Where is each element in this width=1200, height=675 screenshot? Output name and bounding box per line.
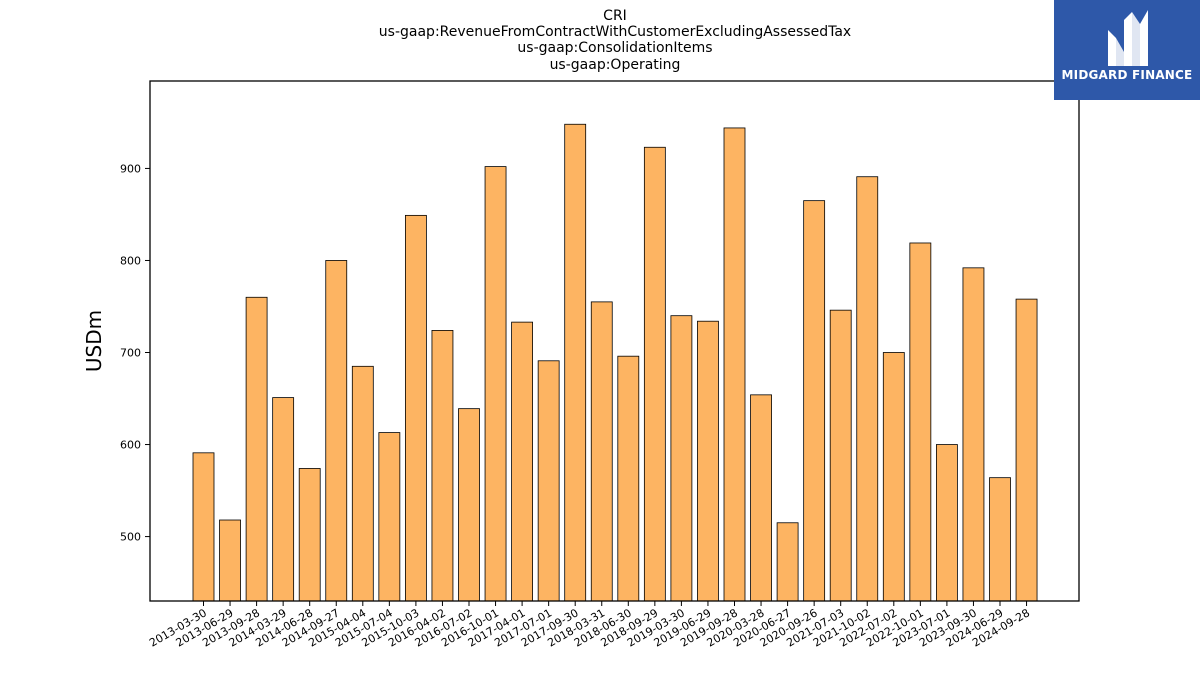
bar-2022-10-01 — [909, 242, 932, 602]
bar-2021-10-02 — [856, 176, 879, 602]
bar-2020-06-27 — [776, 522, 799, 602]
bar-2016-07-02 — [458, 408, 480, 602]
bar-2016-04-02 — [431, 330, 454, 602]
plot-frame — [149, 80, 1080, 602]
bar-2014-06-28 — [298, 468, 321, 602]
title-line-4: us-gaap:Operating — [550, 57, 681, 73]
bar-2017-04-01 — [511, 321, 534, 602]
chart-title: CRI us-gaap:RevenueFromContractWithCusto… — [379, 8, 851, 73]
bar-2021-07-03 — [829, 309, 852, 602]
y-axis: 500 600 700 800 900 — [120, 162, 150, 544]
bar-2014-03-29 — [272, 397, 295, 602]
y-axis-label: USDm — [82, 310, 106, 372]
bar-2024-09-28 — [1015, 298, 1038, 602]
bar-2014-09-27 — [325, 260, 348, 602]
bar-2022-07-02 — [882, 352, 905, 602]
x-axis: 2013-03-302013-06-292013-09-282014-03-29… — [147, 601, 1032, 650]
logo-text: MIDGARD FINANCE — [1061, 68, 1193, 82]
y-tick-label: 900 — [120, 162, 141, 175]
bar-2018-03-31 — [590, 301, 613, 602]
bar-2019-06-29 — [697, 320, 719, 602]
bar-2018-06-30 — [617, 355, 640, 602]
bar-2015-10-03 — [404, 214, 427, 602]
bar-2013-06-29 — [219, 519, 241, 602]
bar-2020-09-26 — [803, 200, 826, 602]
title-line-3: us-gaap:ConsolidationItems — [517, 40, 712, 56]
bar-2023-09-30 — [962, 267, 985, 602]
y-tick-label: 500 — [120, 531, 141, 544]
bar-2016-10-01 — [484, 166, 507, 602]
bar-2020-03-28 — [750, 394, 772, 602]
bar-2023-07-01 — [936, 444, 958, 602]
bar-2024-06-29 — [989, 477, 1011, 602]
y-tick-label: 800 — [120, 254, 141, 267]
title-line-1: CRI — [603, 8, 627, 24]
bar-2015-07-04 — [378, 432, 401, 602]
bar-2017-09-30 — [564, 123, 587, 602]
bar-2018-09-29 — [643, 146, 666, 602]
company-logo: MIDGARD FINANCE — [1054, 0, 1200, 100]
bar-2013-09-28 — [245, 296, 268, 602]
bar-2015-04-04 — [351, 365, 374, 602]
bars-group — [192, 123, 1038, 602]
bar-2019-09-28 — [723, 127, 746, 602]
y-tick-label: 700 — [120, 347, 141, 360]
bar-2013-03-30 — [192, 452, 215, 602]
title-line-2: us-gaap:RevenueFromContractWithCustomerE… — [379, 24, 851, 40]
y-tick-label: 600 — [120, 439, 141, 452]
logo-mark-icon — [1108, 10, 1148, 66]
bar-2019-03-30 — [670, 315, 693, 602]
bar-2017-07-01 — [537, 360, 560, 602]
